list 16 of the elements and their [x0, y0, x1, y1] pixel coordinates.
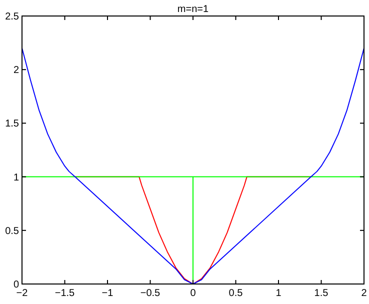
x-tick-label: 1.5: [314, 288, 329, 299]
y-tick-label: 1: [13, 172, 20, 184]
x-tick-label: −1: [102, 288, 114, 299]
x-tick-label: 1: [276, 288, 282, 299]
x-tick-label: 2: [361, 288, 368, 299]
y-tick-label: 1.5: [5, 118, 20, 130]
y-tick-label: 0: [13, 280, 20, 290]
x-tick-label: 0.5: [228, 288, 244, 299]
x-tick-label: −1.5: [54, 288, 76, 299]
y-tick-label: 0.5: [5, 226, 20, 237]
y-tick-label: 2: [13, 65, 20, 76]
chart-title: m=n=1: [177, 4, 209, 15]
x-tick-label: −0.5: [140, 288, 161, 299]
x-tick-label: 0: [190, 288, 196, 299]
x-tick-label: −2: [16, 288, 28, 299]
y-tick-label: 2.5: [5, 12, 20, 22]
